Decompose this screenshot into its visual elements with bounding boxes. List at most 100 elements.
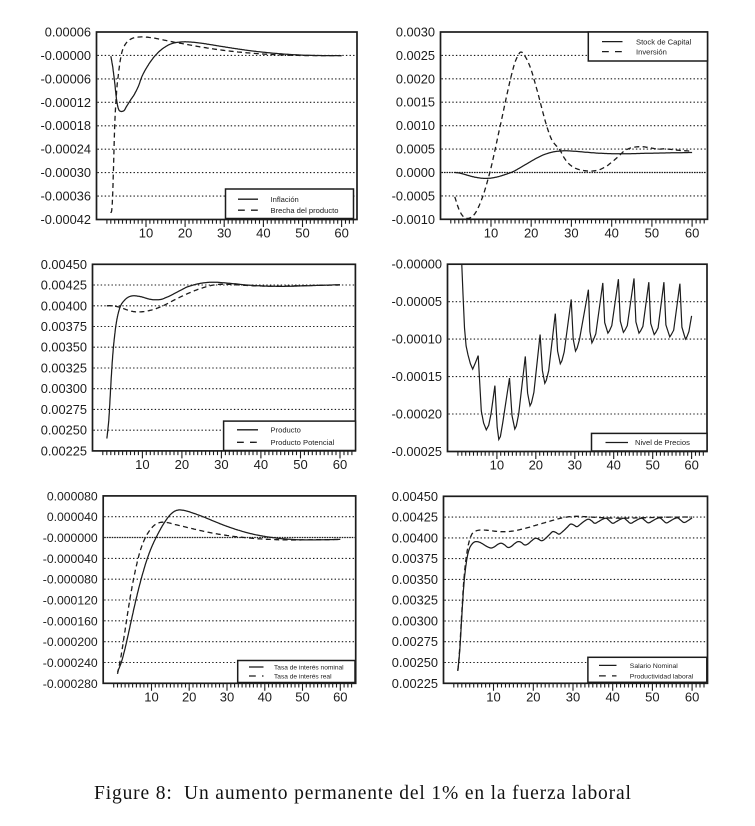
svg-text:50: 50	[645, 689, 659, 704]
svg-text:0.00250: 0.00250	[392, 655, 438, 670]
svg-text:50: 50	[295, 689, 309, 704]
svg-text:-0.00018: -0.00018	[40, 118, 91, 133]
svg-text:40: 40	[254, 457, 268, 472]
svg-text:20: 20	[182, 689, 196, 704]
svg-text:0.0025: 0.0025	[396, 48, 435, 63]
svg-text:0.00400: 0.00400	[392, 530, 438, 545]
svg-text:30: 30	[566, 689, 580, 704]
svg-text:10: 10	[484, 225, 498, 240]
svg-text:Stock de Capital: Stock de Capital	[636, 37, 692, 46]
svg-text:Producto Potencial: Producto Potencial	[271, 438, 335, 447]
svg-text:20: 20	[529, 458, 543, 473]
svg-text:Brecha del producto: Brecha del producto	[271, 206, 339, 215]
svg-text:50: 50	[295, 226, 309, 241]
svg-text:Tasa de interés real: Tasa de interés real	[274, 673, 332, 680]
svg-text:10: 10	[139, 226, 153, 241]
svg-text:0.00375: 0.00375	[392, 551, 438, 566]
svg-text:Inflación: Inflación	[271, 195, 299, 204]
svg-text:30: 30	[214, 457, 228, 472]
svg-text:40: 40	[605, 689, 619, 704]
svg-text:-0.00000: -0.00000	[391, 257, 442, 272]
svg-text:0.00450: 0.00450	[41, 257, 87, 272]
svg-text:-0.000040: -0.000040	[43, 552, 98, 566]
svg-text:10: 10	[486, 689, 500, 704]
svg-text:10: 10	[490, 458, 504, 473]
svg-text:-0.000200: -0.000200	[43, 635, 98, 649]
svg-text:20: 20	[526, 689, 540, 704]
svg-text:60: 60	[333, 689, 347, 704]
svg-text:0.0020: 0.0020	[396, 71, 435, 86]
svg-text:10: 10	[135, 457, 149, 472]
svg-text:0.00375: 0.00375	[41, 319, 87, 334]
svg-text:0.00425: 0.00425	[41, 278, 87, 293]
svg-text:0.00300: 0.00300	[41, 381, 87, 396]
svg-text:-0.000000: -0.000000	[43, 531, 98, 545]
svg-text:-0.0005: -0.0005	[392, 188, 435, 203]
svg-text:Tasa de interés nominal: Tasa de interés nominal	[274, 664, 344, 671]
svg-text:Salario Nominal: Salario Nominal	[630, 663, 678, 670]
svg-text:-0.000120: -0.000120	[43, 594, 98, 608]
svg-text:-0.00005: -0.00005	[391, 294, 442, 309]
svg-text:-0.00015: -0.00015	[391, 369, 442, 384]
svg-text:-0.0010: -0.0010	[392, 212, 435, 227]
svg-text:20: 20	[175, 457, 189, 472]
svg-text:30: 30	[568, 458, 582, 473]
svg-text:-0.000280: -0.000280	[43, 677, 98, 691]
svg-text:-0.00024: -0.00024	[40, 142, 91, 157]
svg-text:-0.00010: -0.00010	[391, 332, 442, 347]
svg-text:0.00400: 0.00400	[41, 298, 87, 313]
svg-text:60: 60	[333, 457, 347, 472]
svg-text:0.00350: 0.00350	[392, 572, 438, 587]
svg-text:0.00325: 0.00325	[392, 593, 438, 608]
svg-text:0.00325: 0.00325	[41, 361, 87, 376]
svg-text:-0.00030: -0.00030	[40, 165, 91, 180]
svg-text:50: 50	[645, 458, 659, 473]
svg-text:0.00250: 0.00250	[41, 423, 87, 438]
svg-text:0.00275: 0.00275	[392, 634, 438, 649]
svg-text:0.00300: 0.00300	[392, 614, 438, 629]
svg-text:0.00425: 0.00425	[392, 510, 438, 525]
svg-text:0.0030: 0.0030	[396, 25, 435, 40]
svg-text:-0.00042: -0.00042	[40, 212, 91, 227]
svg-text:0.00225: 0.00225	[41, 443, 87, 458]
svg-text:30: 30	[564, 225, 578, 240]
svg-text:-0.000240: -0.000240	[43, 656, 98, 670]
svg-text:50: 50	[293, 457, 307, 472]
svg-text:-0.00020: -0.00020	[391, 407, 442, 422]
svg-text:20: 20	[178, 226, 192, 241]
svg-text:0.0005: 0.0005	[396, 142, 435, 157]
svg-text:0.00275: 0.00275	[41, 402, 87, 417]
svg-text:60: 60	[334, 226, 348, 241]
svg-text:-0.000160: -0.000160	[43, 614, 98, 628]
svg-text:0.000080: 0.000080	[47, 489, 98, 503]
svg-text:0.00225: 0.00225	[392, 676, 438, 691]
svg-text:0.00006: 0.00006	[45, 25, 91, 40]
svg-text:Productividad laboral: Productividad laboral	[630, 673, 694, 680]
svg-text:30: 30	[220, 689, 234, 704]
svg-text:0.00350: 0.00350	[41, 340, 87, 355]
svg-text:0.0015: 0.0015	[396, 95, 435, 110]
svg-text:-0.00012: -0.00012	[40, 95, 91, 110]
svg-text:Figure 8: Un aumento permanen: Figure 8: Un aumento permanente del 1% e…	[94, 783, 632, 804]
svg-text:0.00450: 0.00450	[392, 489, 438, 504]
svg-text:40: 40	[604, 225, 618, 240]
svg-text:60: 60	[685, 689, 699, 704]
svg-text:0.0010: 0.0010	[396, 118, 435, 133]
svg-text:Inversión: Inversión	[636, 47, 667, 56]
svg-text:40: 40	[258, 689, 272, 704]
svg-text:-0.000080: -0.000080	[43, 573, 98, 587]
svg-text:-0.00006: -0.00006	[40, 71, 91, 86]
svg-text:-0.00025: -0.00025	[391, 444, 442, 459]
svg-text:50: 50	[645, 225, 659, 240]
svg-text:30: 30	[217, 226, 231, 241]
svg-text:40: 40	[256, 226, 270, 241]
svg-text:40: 40	[606, 458, 620, 473]
svg-text:60: 60	[684, 458, 698, 473]
svg-text:0.0000: 0.0000	[396, 165, 435, 180]
svg-text:0.000040: 0.000040	[47, 510, 98, 524]
svg-text:Nivel de Precios: Nivel de Precios	[635, 438, 690, 447]
svg-text:60: 60	[685, 225, 699, 240]
svg-text:10: 10	[144, 689, 158, 704]
svg-text:-0.00036: -0.00036	[40, 189, 91, 204]
svg-text:Producto: Producto	[271, 426, 301, 435]
